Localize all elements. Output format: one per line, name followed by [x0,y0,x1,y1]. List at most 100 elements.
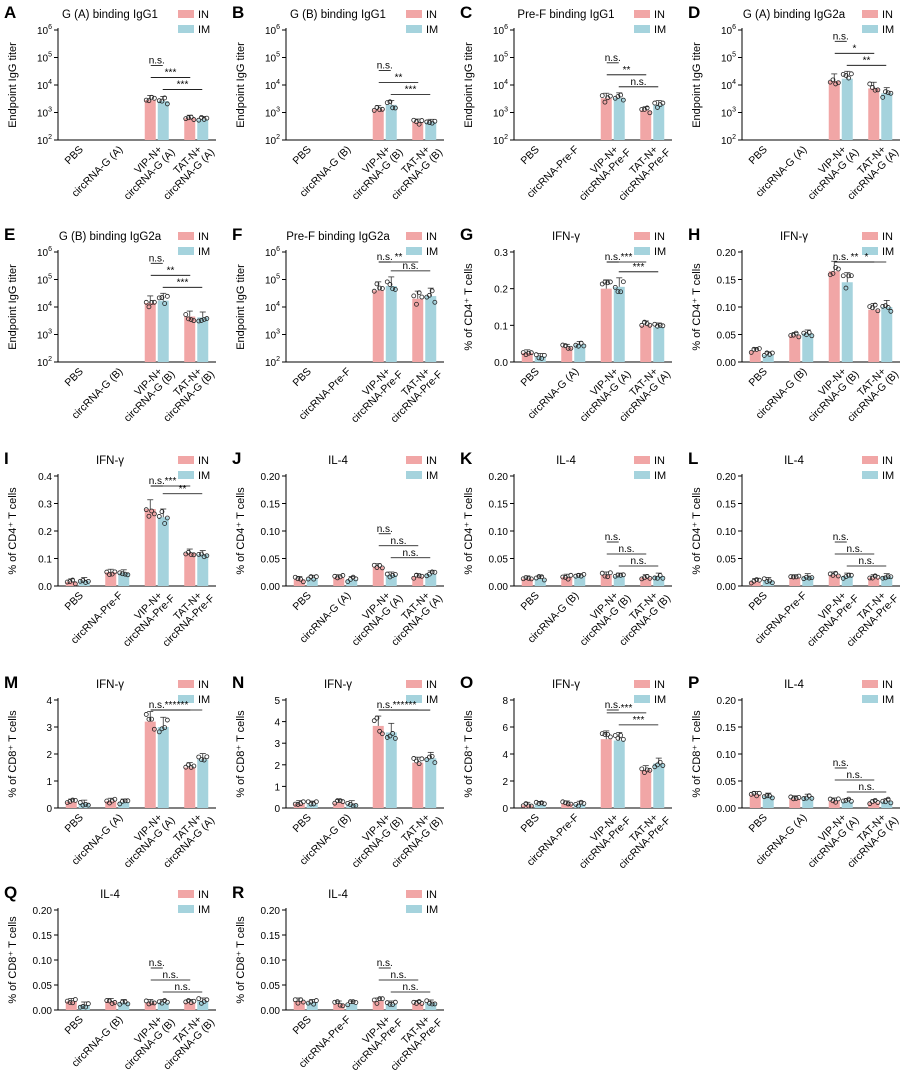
data-point [72,581,78,587]
bar-in [640,110,652,140]
data-point [411,575,417,581]
significance-label: n.s. [149,958,165,969]
significance-label: n.s. [605,700,621,711]
bar-in [184,767,196,808]
legend-swatch-in [634,10,650,18]
bar-in [333,577,345,586]
tick-base: 10 [721,136,733,147]
y-tick-label: 105 [37,274,52,287]
data-point [607,93,613,99]
data-point [104,998,110,1003]
tick-base: 10 [265,136,277,147]
bar-in [600,575,612,586]
bar-in [640,577,652,586]
data-point [578,799,584,805]
data-point [156,295,162,301]
bar-im [802,333,814,362]
legend-label-im: IM [654,694,666,706]
data-point [885,796,891,802]
data-point [835,796,841,802]
data-point [563,800,568,806]
bar-in [828,271,840,362]
data-point [655,323,660,329]
data-point [313,998,319,1003]
bar-in [144,509,156,586]
data-point [840,71,846,77]
tick-exponent: 4 [732,79,736,86]
data-point [806,330,812,335]
data-point [384,571,390,577]
data-point [164,101,170,107]
bar-im [613,97,625,140]
tick-exponent: 3 [732,107,736,114]
tick-base: 10 [493,109,505,120]
tick-exponent: 6 [504,24,508,31]
y-tick-label: 8 [502,696,508,707]
bar-in [144,721,156,808]
data-point [419,118,425,123]
data-point [872,302,878,308]
y-axis-label: % of CD8⁺ T cells [235,710,247,798]
data-point [305,799,311,805]
bar-in [65,1001,77,1010]
data-point [432,118,438,124]
data-point [183,116,189,122]
data-point [867,304,873,310]
data-point [872,87,878,93]
data-point [196,754,202,760]
data-point [146,304,152,310]
legend-swatch-in [178,456,194,464]
data-point [348,802,353,807]
y-tick-label: 103 [37,107,52,120]
tick-base: 10 [37,331,49,342]
tick-base: 10 [265,303,277,314]
legend-swatch-in [634,456,650,464]
data-point [143,712,149,717]
data-point [416,573,422,579]
y-tick-label: 0.0 [494,358,508,369]
bar-in [144,302,156,362]
tick-exponent: 5 [48,52,52,59]
tick-base: 10 [37,358,49,369]
data-point [204,997,210,1003]
y-axis-label: % of CD8⁺ T cells [7,710,19,798]
y-tick-label: 0.2 [38,527,52,538]
y-tick-label: 0.20 [717,248,737,259]
tick-base: 10 [493,136,505,147]
tick-exponent: 4 [276,301,280,308]
legend-swatch-in [178,232,194,240]
y-tick-label: 0 [274,804,280,815]
bar-im [425,296,437,362]
data-point [875,308,881,314]
data-point [870,85,875,90]
tick-exponent: 3 [48,107,52,114]
legend-label-im: IM [882,24,894,36]
legend-label-in: IN [882,679,893,691]
data-point [199,757,204,763]
bar-im [881,93,893,140]
bar-im [574,344,586,362]
y-tick-label: 104 [37,79,52,92]
data-point [647,767,653,773]
data-point [639,322,645,328]
data-point [526,575,532,581]
data-point [523,352,529,358]
legend-label-im: IM [426,904,438,916]
data-point [120,798,125,804]
data-point [788,574,794,580]
data-point [615,94,621,99]
bar-in [749,351,761,362]
data-point [427,1000,432,1006]
data-point [196,318,202,324]
tick-base: 10 [493,54,505,65]
panel-letter-E: E [4,225,15,244]
panel-letter-A: A [4,3,16,22]
y-tick-label: 104 [37,301,52,314]
data-point [888,90,894,96]
data-point [379,731,385,737]
data-point [162,95,168,101]
data-point [867,575,873,581]
y-tick-label: 102 [265,356,280,369]
legend-label-im: IM [426,246,438,258]
